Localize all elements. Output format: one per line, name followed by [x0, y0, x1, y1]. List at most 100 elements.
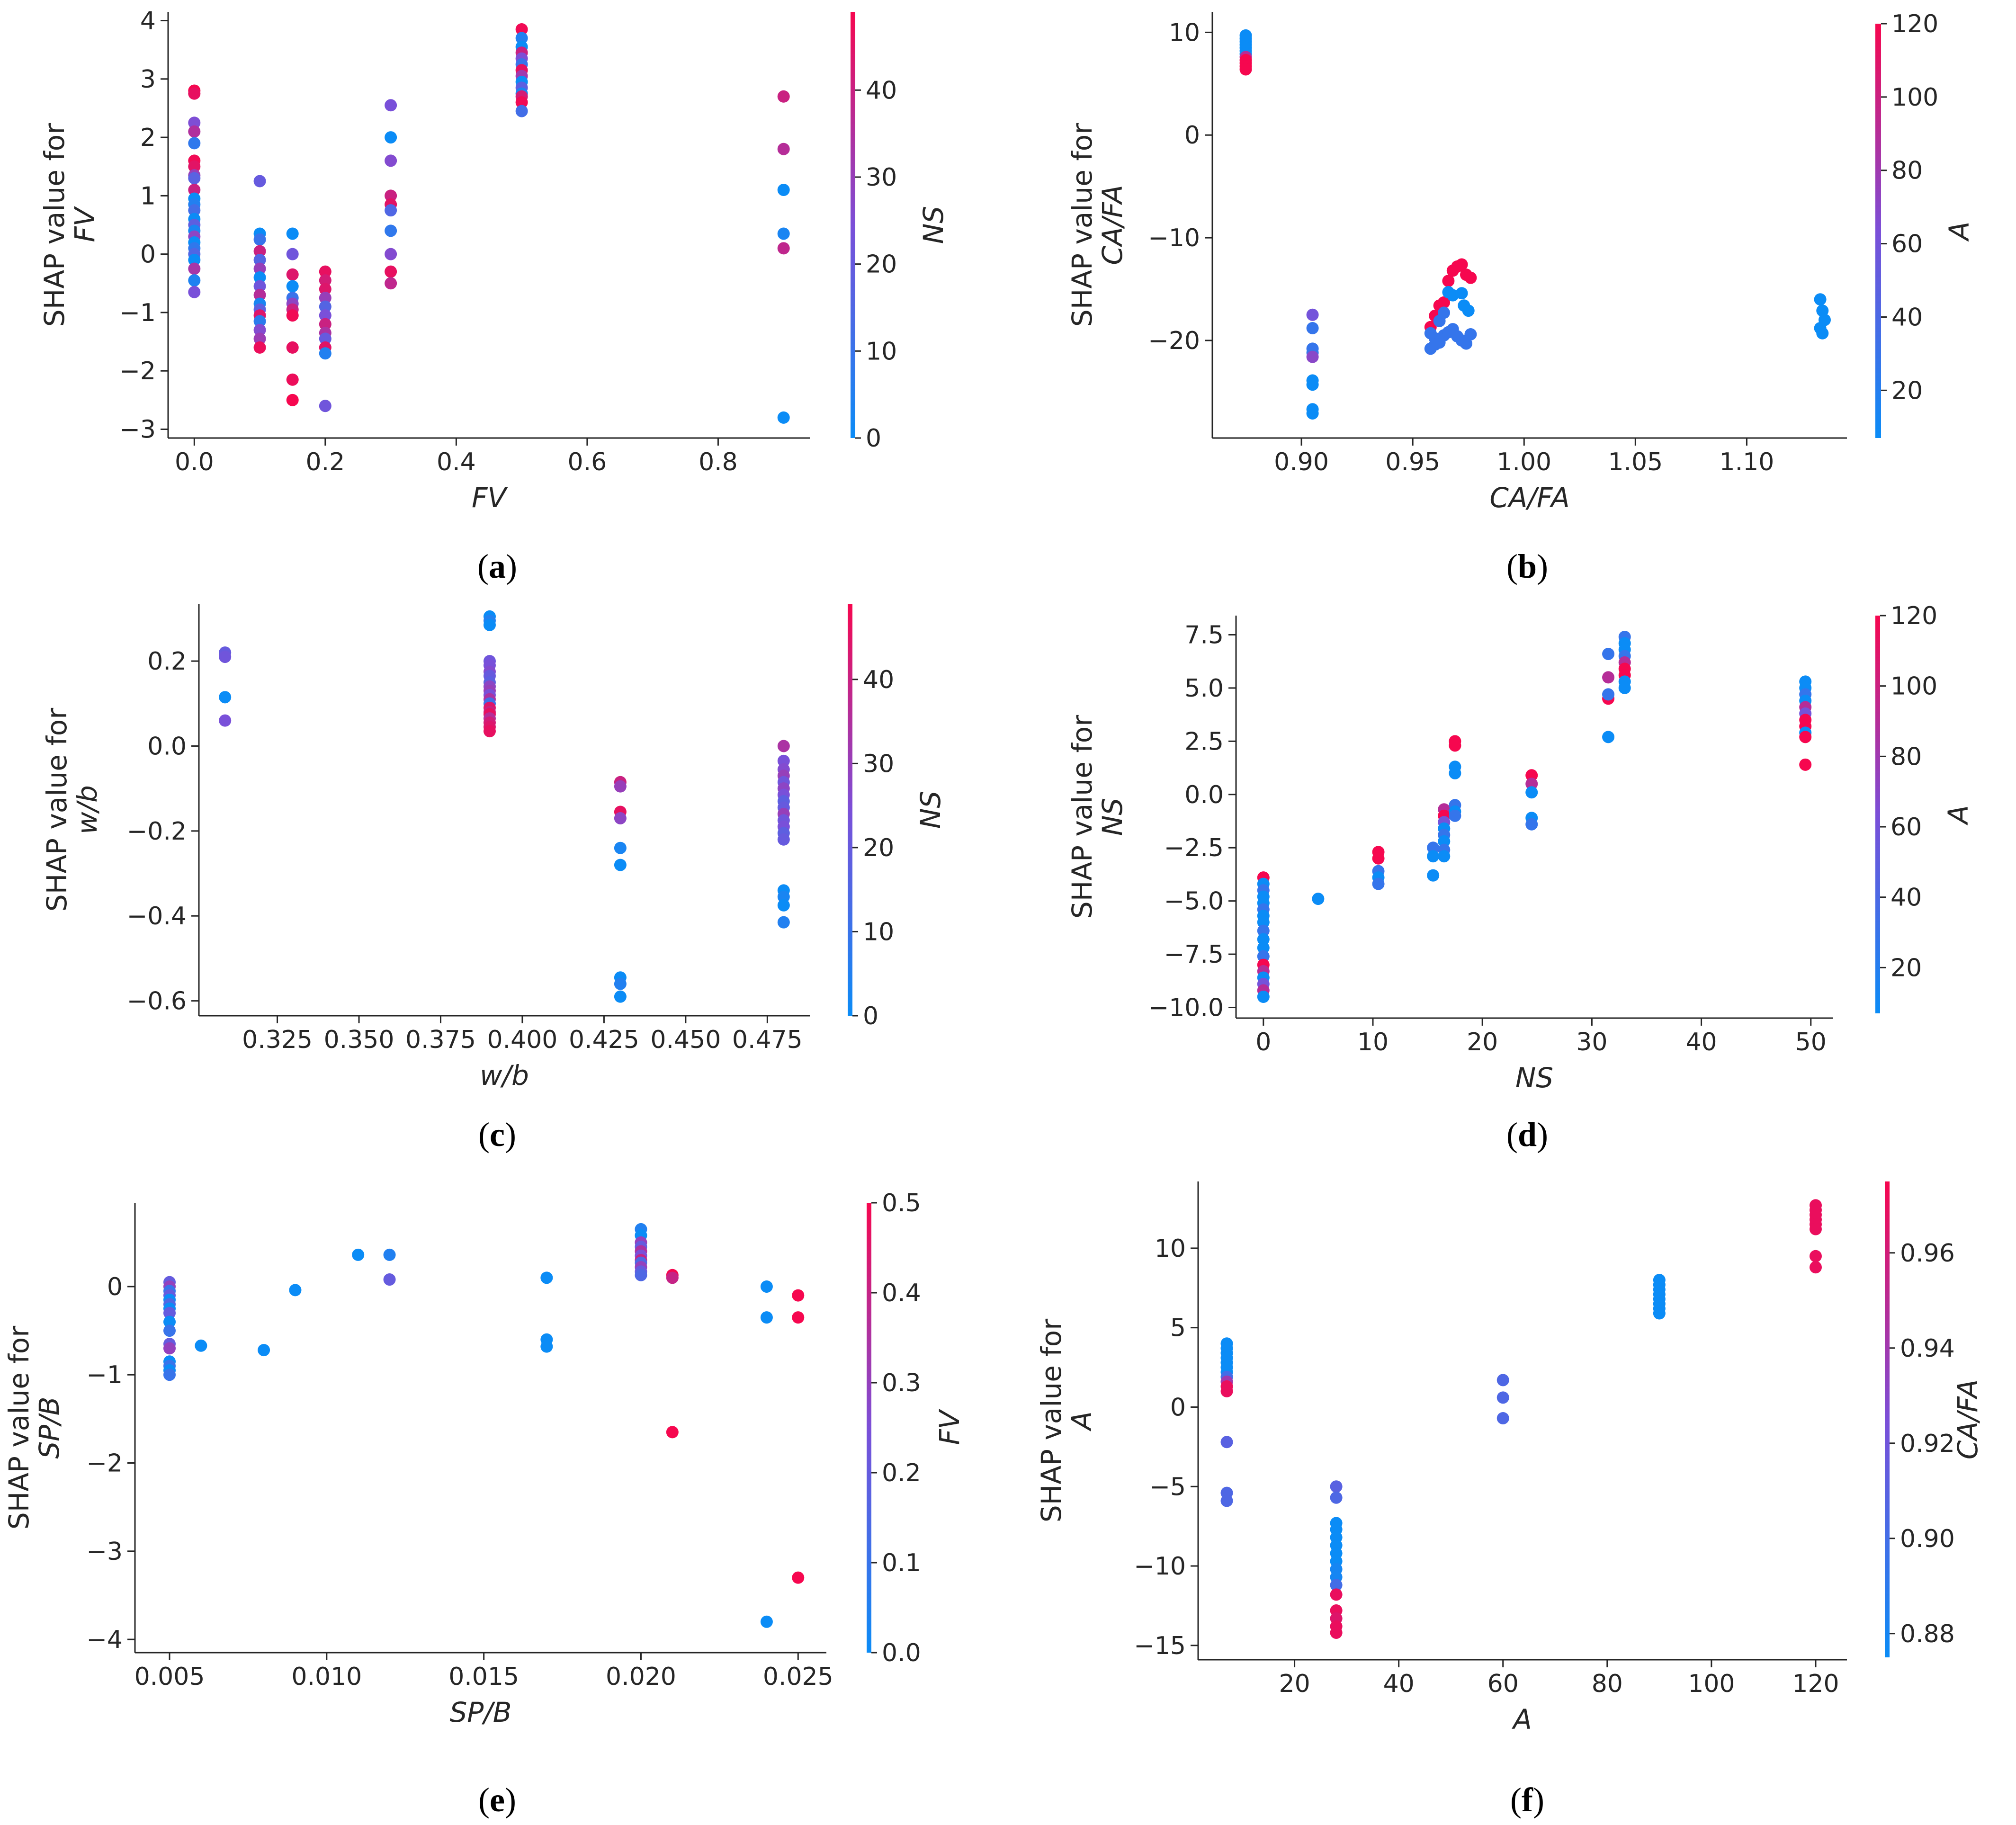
colorbar-tick-label: 40 — [1891, 303, 1923, 331]
y-axis-title: SHAP value forw/b — [41, 708, 103, 912]
y-tick-label: 3 — [140, 65, 156, 94]
x-axis-title: w/b — [480, 1059, 529, 1091]
panel-label-close: ) — [1533, 1781, 1544, 1819]
colorbar-tick-label: 30 — [866, 163, 897, 192]
data-point — [1312, 893, 1325, 905]
data-point — [1602, 647, 1615, 660]
data-point — [540, 1271, 553, 1284]
data-point — [1809, 1223, 1822, 1235]
panel-label-open: ( — [478, 1116, 490, 1154]
data-point — [385, 189, 397, 202]
colorbar-tick-label: 40 — [1891, 884, 1922, 912]
data-point — [792, 1571, 805, 1584]
x-tick-label: 20 — [1279, 1670, 1310, 1698]
data-point — [253, 288, 266, 301]
data-point — [515, 96, 528, 109]
data-point — [614, 812, 627, 824]
data-point — [792, 1289, 805, 1302]
panel-label-letter: f — [1522, 1781, 1533, 1819]
y-axis-title-line1: SHAP value for — [1035, 1319, 1067, 1522]
data-point — [1372, 852, 1385, 865]
data-point — [1427, 841, 1440, 854]
data-point — [1306, 308, 1319, 321]
x-tick-label: 0 — [1255, 1028, 1271, 1056]
data-point — [1460, 337, 1472, 350]
data-point — [1653, 1307, 1666, 1320]
x-tick-label: 0.010 — [291, 1663, 362, 1691]
data-point — [1437, 306, 1450, 319]
data-point — [1306, 407, 1319, 420]
y-axis-title-line1: SHAP value for — [3, 1326, 35, 1530]
data-point — [777, 890, 790, 903]
x-tick-label: 1.10 — [1720, 448, 1774, 476]
y-tick-label: −1 — [119, 299, 156, 327]
data-point — [1239, 63, 1252, 76]
data-point — [1330, 1588, 1343, 1601]
x-tick-label: 0.2 — [305, 448, 345, 476]
data-point — [163, 1306, 176, 1319]
colorbar-title: NS — [917, 206, 950, 244]
colorbar-tick-label: 0.0 — [882, 1639, 921, 1667]
x-tick-label: 0.325 — [242, 1026, 313, 1054]
data-point — [1437, 296, 1450, 309]
y-axis-title-line2: FV — [69, 206, 101, 242]
data-point — [219, 691, 232, 704]
panel-label: (b) — [1506, 547, 1548, 585]
x-axis-title: A — [1511, 1703, 1532, 1736]
data-point — [614, 859, 627, 871]
y-tick-label: 2 — [140, 124, 156, 152]
data-point — [385, 224, 397, 237]
y-tick-label: −4 — [86, 1626, 123, 1654]
data-point — [319, 332, 332, 345]
data-point — [286, 280, 299, 293]
y-axis-title: SHAP value forA — [1035, 1319, 1098, 1522]
panel-label-letter: e — [490, 1781, 505, 1819]
y-tick-label: 5.0 — [1184, 674, 1224, 703]
x-axis-title: FV — [472, 482, 508, 514]
data-point — [253, 262, 266, 275]
colorbar-tick-label: 10 — [866, 337, 897, 366]
x-tick-label: 30 — [1576, 1028, 1607, 1056]
y-tick-label: −3 — [119, 416, 156, 444]
data-point — [666, 1271, 679, 1284]
data-point — [1496, 1391, 1509, 1404]
data-point — [385, 131, 397, 144]
data-point — [777, 754, 790, 767]
data-point — [253, 280, 266, 293]
data-point — [1257, 933, 1270, 946]
data-point — [219, 714, 232, 727]
data-point — [1816, 304, 1829, 317]
data-point — [777, 899, 790, 912]
data-point — [253, 253, 266, 266]
panel-label-letter: a — [489, 547, 506, 585]
x-tick-label: 0.015 — [448, 1663, 519, 1691]
data-point — [1306, 322, 1319, 334]
colorbar-title: A — [1943, 222, 1975, 242]
data-point — [777, 184, 790, 197]
colorbar-tick-label: 0.5 — [882, 1189, 921, 1217]
x-tick-label: 0.95 — [1385, 448, 1440, 476]
colorbar — [1875, 616, 1880, 1013]
data-point — [1220, 1436, 1233, 1449]
data-point — [1799, 758, 1812, 771]
panel-label-close: ) — [506, 547, 517, 585]
y-tick-label: −10 — [1148, 224, 1200, 252]
data-point — [352, 1248, 365, 1261]
panel-label-letter: c — [490, 1116, 505, 1154]
colorbar-tick-label: 100 — [1891, 83, 1938, 112]
x-tick-label: 0.0 — [175, 448, 214, 476]
data-point — [1306, 378, 1319, 391]
data-point — [1220, 1385, 1233, 1397]
panel-label: (c) — [478, 1116, 516, 1154]
data-point — [540, 1340, 553, 1353]
data-point — [188, 204, 201, 217]
x-tick-label: 1.00 — [1496, 448, 1551, 476]
data-point — [319, 400, 332, 412]
x-tick-label: 100 — [1688, 1670, 1735, 1698]
data-point — [188, 172, 201, 185]
colorbar — [851, 12, 855, 438]
data-point — [319, 309, 332, 322]
colorbar-tick-label: 120 — [1891, 10, 1938, 38]
x-axis-title: SP/B — [449, 1696, 511, 1728]
